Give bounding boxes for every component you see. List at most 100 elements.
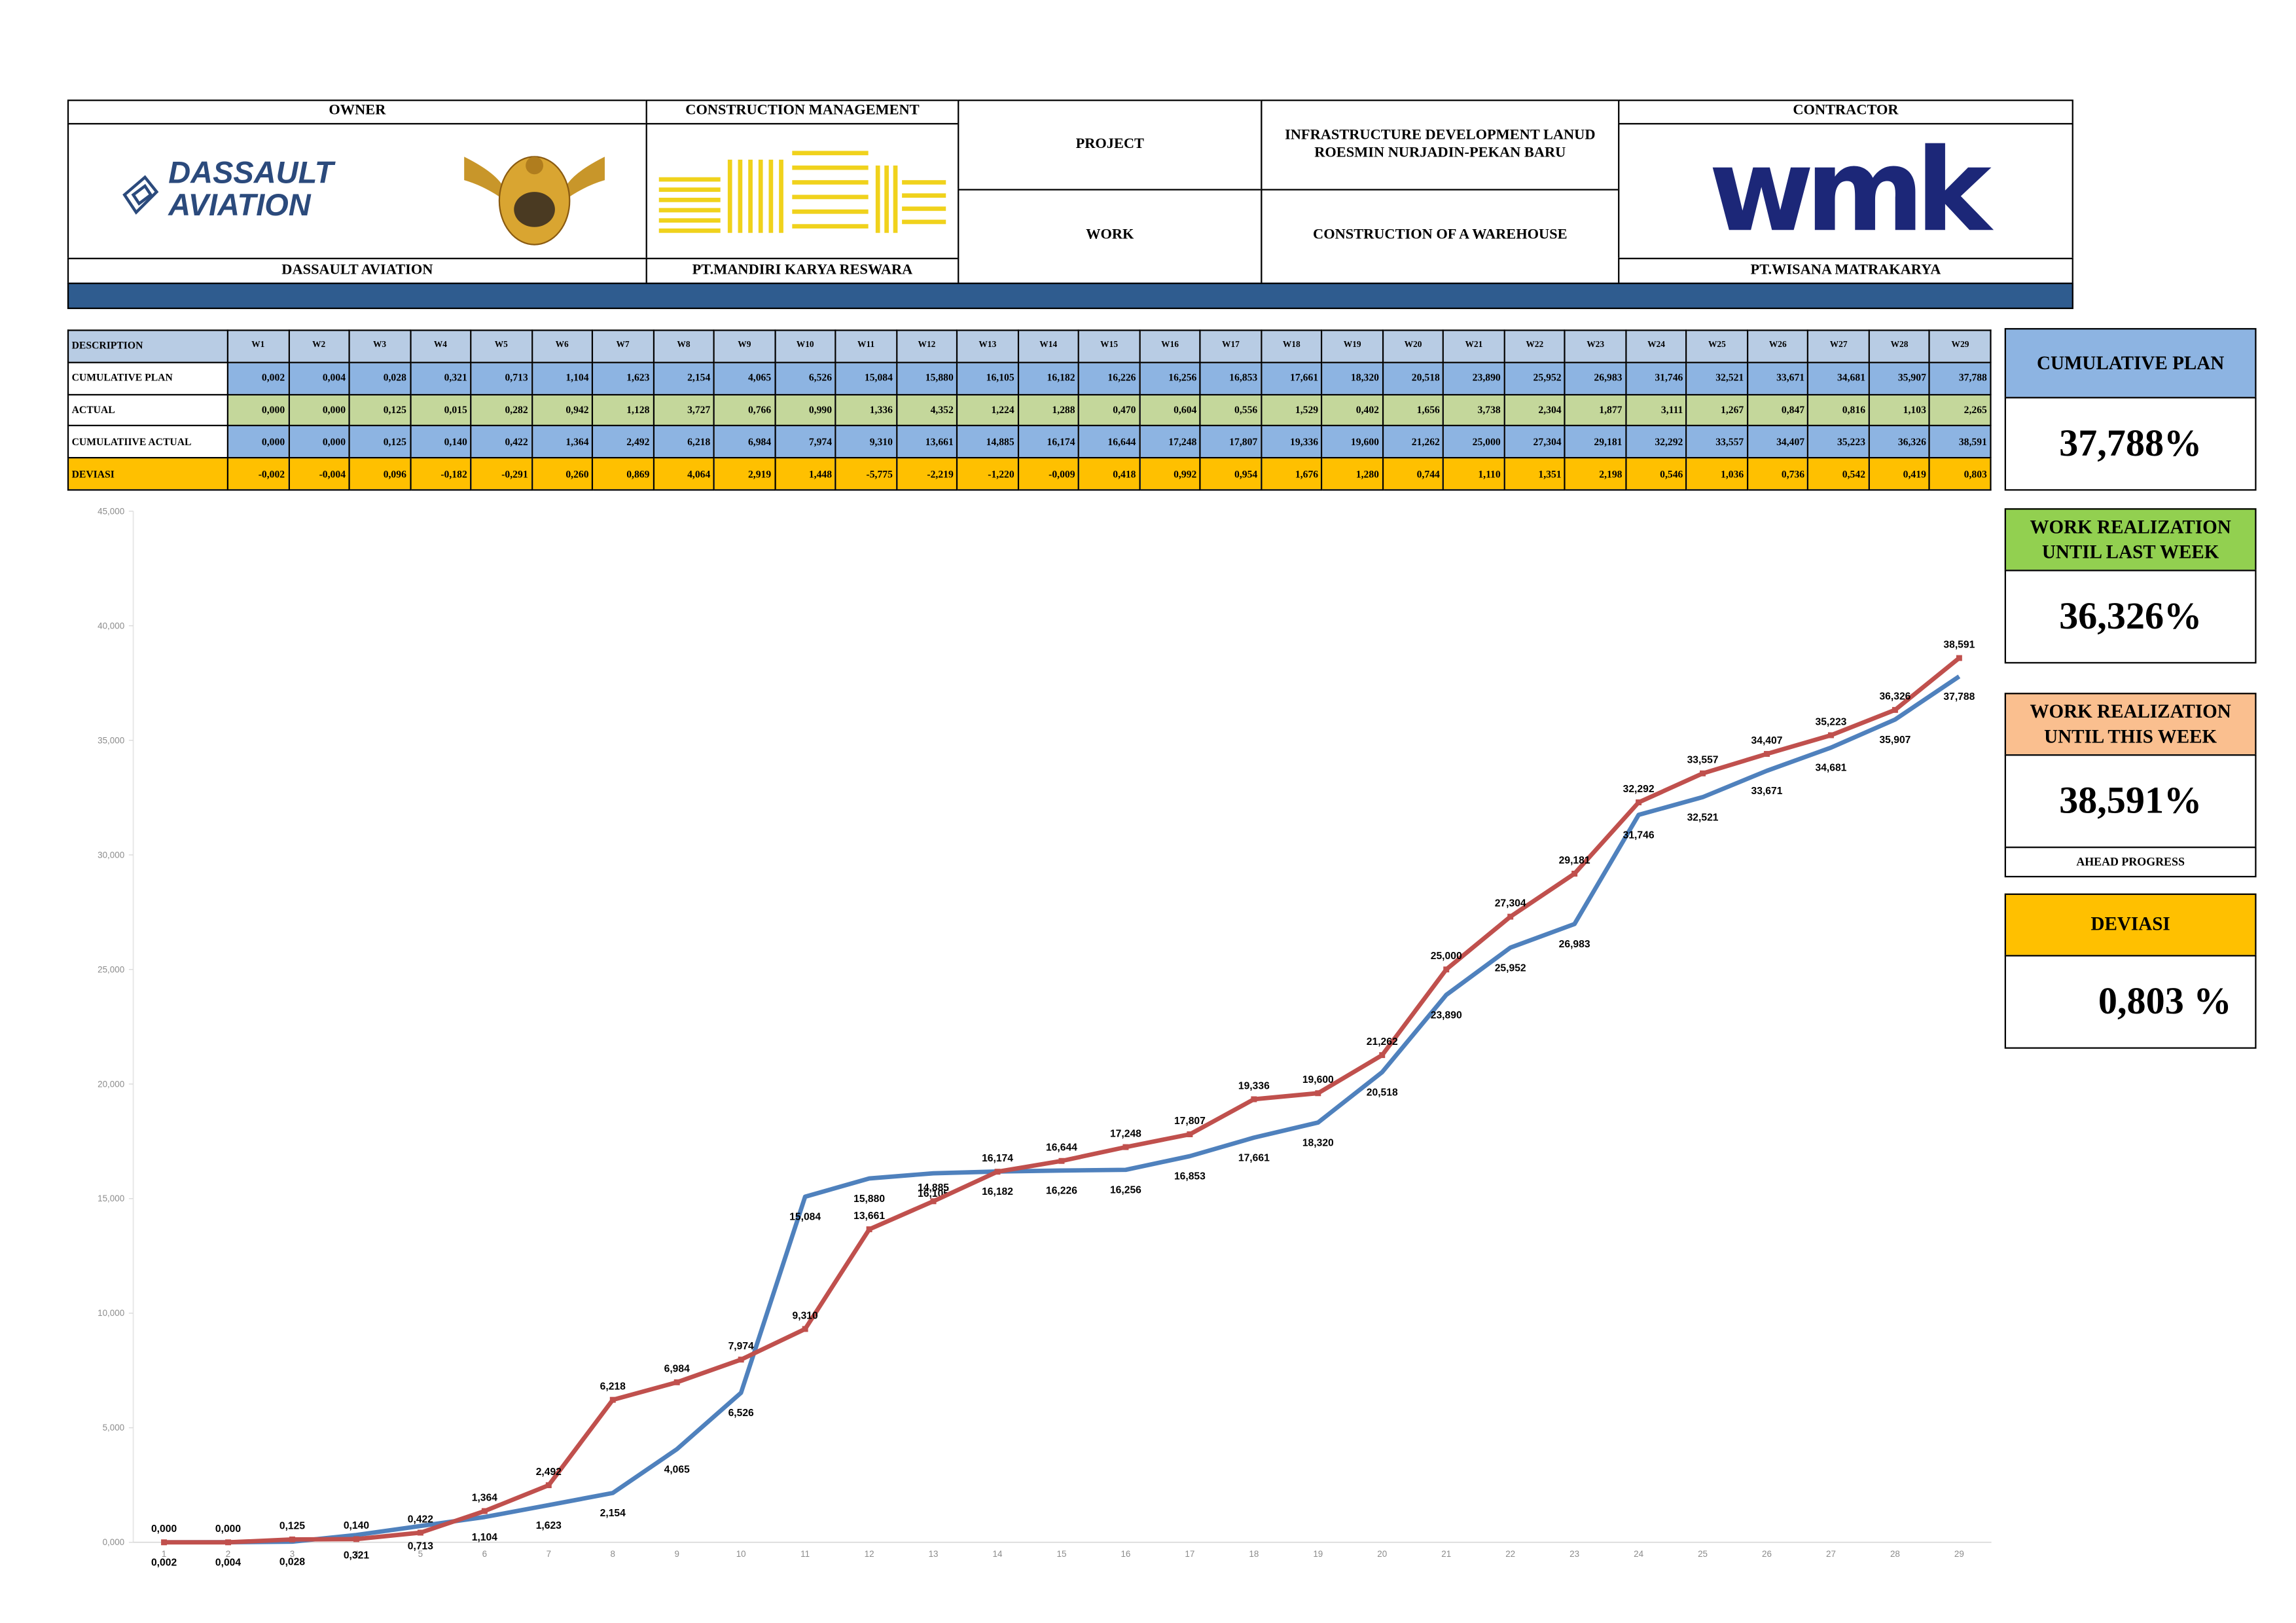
data-label: 0,000 (151, 1523, 177, 1535)
series-line (164, 656, 1961, 1545)
data-label: 21,262 (1367, 1036, 1398, 1048)
value-cell: 4,352 (895, 393, 958, 427)
x-tick-label: 27 (1826, 1549, 1836, 1559)
value-cell: 20,518 (1382, 361, 1444, 395)
value-cell: -0,002 (226, 457, 289, 491)
y-tick-label: 30,000 (98, 850, 124, 860)
value-cell: 0,125 (348, 425, 411, 459)
value-cell: 1,656 (1382, 393, 1444, 427)
emblem (464, 155, 605, 245)
header-cell: W4 (409, 329, 472, 363)
value-cell: 4,065 (713, 361, 776, 395)
value-cell: 0,402 (1321, 393, 1384, 427)
x-tick-label: 17 (1185, 1549, 1194, 1559)
progress-table: DESCRIPTION W1 W2 W3 W4 W5 W6 W7 W8 W9 W10 W11 W12 W1… (67, 329, 1992, 491)
value-cell: 25,000 (1443, 425, 1505, 459)
marker (609, 1396, 616, 1403)
value-cell: 0,954 (1199, 457, 1262, 491)
value-cell: 36,326 (1868, 425, 1931, 459)
data-label: 1,104 (472, 1532, 497, 1543)
data-label: 33,671 (1751, 786, 1783, 797)
marker (545, 1482, 552, 1489)
owner-logo: DASSAULT AVIATION (67, 122, 647, 259)
value-cell: 1,110 (1443, 457, 1505, 491)
header-cell: W2 (287, 329, 350, 363)
data-label: 34,681 (1816, 763, 1847, 774)
value-cell: 9,310 (834, 425, 897, 459)
value-cell: 0,422 (470, 425, 533, 459)
data-label: 0,125 (279, 1521, 305, 1532)
header-cell: W11 (834, 329, 897, 363)
x-tick-label: 9 (674, 1549, 679, 1559)
y-tick-label: 20,000 (98, 1079, 124, 1089)
owner-name: DASSAULT AVIATION (67, 257, 647, 285)
data-label: 0,000 (215, 1523, 241, 1535)
x-tick-label: 10 (736, 1549, 746, 1559)
value-cell: 0,140 (409, 425, 472, 459)
marker (1764, 751, 1770, 757)
header-cell: W10 (774, 329, 836, 363)
marker (1122, 1144, 1129, 1150)
marker (738, 1357, 744, 1363)
value-cell: 16,853 (1199, 361, 1262, 395)
data-label: 34,407 (1751, 735, 1783, 746)
x-tick-label: 1 (162, 1549, 166, 1559)
value-cell: 19,336 (1260, 425, 1323, 459)
x-tick-label: 20 (1377, 1549, 1387, 1559)
data-label: 7,974 (728, 1341, 754, 1352)
value-cell: 0,816 (1807, 393, 1870, 427)
marker (930, 1198, 937, 1205)
x-tick-label: 29 (1954, 1549, 1964, 1559)
value-cell: 0,744 (1382, 457, 1444, 491)
value-cell: 6,526 (774, 361, 836, 395)
panel-value: 0,803 % (2004, 955, 2257, 1049)
marker (417, 1529, 423, 1536)
value-cell: -0,182 (409, 457, 472, 491)
value-cell: 16,256 (1138, 361, 1202, 395)
y-tick-label: 40,000 (98, 621, 124, 630)
header-cell: W26 (1746, 329, 1809, 363)
data-label: 20,518 (1367, 1087, 1398, 1098)
value-cell: 2,304 (1503, 393, 1566, 427)
value-cell: 2,154 (652, 361, 715, 395)
marker (1827, 732, 1834, 739)
header-cell: W6 (531, 329, 594, 363)
value-cell: -0,291 (470, 457, 533, 491)
value-cell: 2,265 (1929, 393, 1992, 427)
x-tick-label: 25 (1698, 1549, 1708, 1559)
data-label: 26,983 (1559, 939, 1590, 950)
header-cell: W15 (1078, 329, 1141, 363)
data-label: 36,326 (1879, 691, 1910, 702)
value-cell: 29,181 (1564, 425, 1627, 459)
data-label: 29,181 (1559, 855, 1590, 866)
row-label: DEVIASI (67, 457, 229, 491)
value-cell: 38,591 (1929, 425, 1992, 459)
value-cell: 15,880 (895, 361, 958, 395)
x-tick-label: 3 (290, 1549, 295, 1559)
panel-title: WORK REALIZATION UNTIL LAST WEEK (2004, 508, 2257, 572)
value-cell: 1,623 (592, 361, 655, 395)
marker (1571, 870, 1578, 877)
value-cell: 35,223 (1807, 425, 1870, 459)
data-label: 4,065 (664, 1464, 690, 1475)
value-cell: 0,418 (1078, 457, 1141, 491)
x-tick-label: 28 (1890, 1549, 1900, 1559)
data-label: 15,084 (789, 1212, 821, 1223)
data-label: 25,952 (1495, 962, 1526, 974)
value-cell: 27,304 (1503, 425, 1566, 459)
data-label: 0,002 (151, 1557, 177, 1568)
header-cell: W22 (1503, 329, 1566, 363)
value-cell: -2,219 (895, 457, 958, 491)
x-tick-label: 19 (1313, 1549, 1323, 1559)
marker (994, 1169, 1001, 1175)
data-label: 16,226 (1046, 1186, 1077, 1197)
value-cell: 0,002 (226, 361, 289, 395)
data-label: 9,310 (793, 1310, 818, 1321)
table-row: CUMULATIIVE ACTUAL 0,000 0,000 0,125 0,140 0,… (67, 425, 1992, 459)
value-cell: 0,015 (409, 393, 472, 427)
header-cell: W17 (1199, 329, 1262, 363)
header-cell: W25 (1685, 329, 1748, 363)
value-cell: 0,260 (531, 457, 594, 491)
table-row: DEVIASI -0,002 -0,004 0,096 -0,182 -0,291 0,26… (67, 457, 1992, 491)
